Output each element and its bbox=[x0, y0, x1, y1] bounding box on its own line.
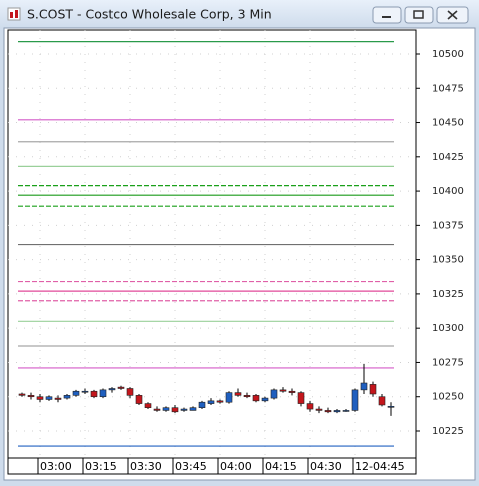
y-tick-label: 10475 bbox=[432, 83, 464, 94]
y-tick-label: 10375 bbox=[432, 220, 464, 231]
y-tick-label: 10300 bbox=[432, 323, 464, 334]
x-tick-label: 04:30 bbox=[310, 460, 342, 473]
candle-body bbox=[171, 407, 179, 413]
window-title: S.COST - Costco Wholesale Corp, 3 Min bbox=[27, 7, 272, 22]
candle-body bbox=[81, 390, 89, 393]
candle-body bbox=[90, 390, 98, 398]
candle-body bbox=[162, 407, 170, 411]
candle-body bbox=[351, 389, 359, 411]
candle-body bbox=[261, 397, 269, 402]
app-icon bbox=[7, 7, 21, 21]
candle-body bbox=[189, 407, 197, 411]
candle-body bbox=[36, 396, 44, 400]
x-axis bbox=[7, 457, 417, 475]
candle-body bbox=[216, 400, 224, 403]
candle-body bbox=[279, 389, 287, 392]
candle-body bbox=[144, 403, 152, 408]
candle-body bbox=[63, 395, 71, 399]
candle-body bbox=[108, 388, 116, 391]
candle-body bbox=[369, 384, 377, 395]
x-tick-label: 03:30 bbox=[130, 460, 162, 473]
x-tick-label: 12-04:45 bbox=[355, 460, 405, 473]
candle-body bbox=[252, 395, 260, 402]
candle-body bbox=[207, 400, 215, 404]
y-tick-label: 10450 bbox=[432, 118, 464, 129]
candle-body bbox=[99, 389, 107, 398]
candle-body bbox=[54, 397, 62, 400]
candle-body bbox=[234, 392, 242, 396]
y-tick-label: 10225 bbox=[432, 426, 464, 437]
candle-body bbox=[45, 396, 53, 400]
x-tick-label: 03:00 bbox=[40, 460, 72, 473]
candle-body bbox=[180, 408, 188, 411]
candle-body bbox=[387, 406, 395, 408]
candle-body bbox=[135, 395, 143, 404]
x-tick-label: 04:15 bbox=[265, 460, 297, 473]
y-tick-label: 10325 bbox=[432, 289, 464, 300]
y-tick-label: 10400 bbox=[432, 186, 464, 197]
candle-body bbox=[126, 388, 134, 396]
candle-body bbox=[360, 382, 368, 391]
x-tick-label: 03:45 bbox=[175, 460, 207, 473]
maximize-button[interactable] bbox=[404, 6, 434, 24]
x-tick-label: 03:15 bbox=[85, 460, 117, 473]
candle-body bbox=[198, 401, 206, 408]
y-tick-label: 10275 bbox=[432, 357, 464, 368]
close-button[interactable] bbox=[436, 6, 469, 24]
candle-body bbox=[297, 392, 305, 404]
candle-body bbox=[18, 393, 26, 396]
minimize-button[interactable] bbox=[372, 6, 402, 24]
candle-body bbox=[378, 396, 386, 406]
candle-body bbox=[270, 389, 278, 399]
candle-body bbox=[225, 392, 233, 403]
candle-body bbox=[153, 408, 161, 411]
candle-body bbox=[342, 410, 350, 412]
candle-body bbox=[324, 410, 332, 413]
candle-body bbox=[315, 408, 323, 411]
y-tick-label: 10425 bbox=[432, 152, 464, 163]
y-tick-label: 10350 bbox=[432, 255, 464, 266]
candle-body bbox=[72, 390, 80, 396]
y-tick-label: 10500 bbox=[432, 49, 464, 60]
candle-body bbox=[306, 403, 314, 410]
candle-body bbox=[333, 410, 341, 413]
candle-body bbox=[117, 386, 125, 389]
y-tick-label: 10250 bbox=[432, 392, 464, 403]
candle-body bbox=[288, 390, 296, 393]
candle-body bbox=[27, 395, 35, 398]
candle-body bbox=[243, 395, 251, 398]
x-tick-label: 04:00 bbox=[220, 460, 252, 473]
